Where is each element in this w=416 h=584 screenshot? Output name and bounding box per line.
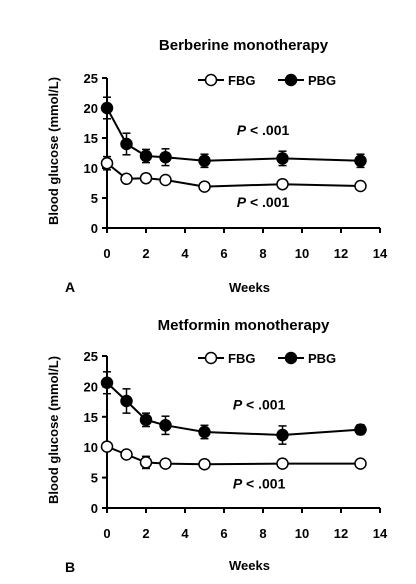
p-symbol: P bbox=[233, 476, 243, 492]
x-tick-label: 0 bbox=[103, 246, 110, 261]
legend-marker bbox=[204, 351, 218, 365]
data-point-pbg bbox=[139, 413, 153, 427]
x-tick-label: 4 bbox=[181, 246, 189, 261]
panel-label: B bbox=[65, 559, 75, 575]
p-threshold: < .001 bbox=[246, 194, 289, 210]
x-tick-label: 8 bbox=[259, 246, 266, 261]
legend-marker bbox=[284, 351, 298, 365]
y-tick-label: 25 bbox=[84, 349, 98, 364]
y-tick-label: 15 bbox=[84, 410, 98, 425]
y-tick-label: 20 bbox=[84, 379, 98, 394]
x-tick-label: 12 bbox=[334, 246, 348, 261]
p-value-annotation: P < .001 bbox=[237, 194, 290, 210]
x-tick-label: 0 bbox=[103, 526, 110, 541]
data-point-fbg bbox=[354, 179, 367, 193]
chart-panel-b: Metformin monotherapy 0 5 10 15 20 25 0 2 4 6 8 10 12… bbox=[46, 317, 388, 575]
data-point-fbg bbox=[120, 448, 133, 461]
x-tick-label: 6 bbox=[220, 526, 227, 541]
data-point-fbg bbox=[120, 172, 133, 186]
y-axis-label: Blood glucose (mmol/L) bbox=[46, 77, 61, 225]
data-point-fbg bbox=[100, 440, 114, 453]
x-axis-label: Weeks bbox=[229, 558, 270, 573]
p-value-annotation: P < .001 bbox=[237, 122, 290, 138]
legend-marker bbox=[284, 73, 298, 87]
y-tick-label: 0 bbox=[91, 501, 98, 516]
data-point-pbg bbox=[354, 154, 367, 168]
data-point-pbg bbox=[276, 152, 289, 165]
x-axis-label: Weeks bbox=[229, 280, 270, 295]
p-symbol: P bbox=[237, 194, 247, 210]
y-tick-label: 15 bbox=[84, 131, 98, 146]
data-point-fbg bbox=[354, 457, 367, 470]
x-tick-label: 2 bbox=[142, 246, 149, 261]
p-value-annotation: P < .001 bbox=[233, 397, 286, 413]
legend-label-fbg: FBG bbox=[228, 73, 255, 88]
x-tick-label: 14 bbox=[373, 246, 388, 261]
legend-label-pbg: PBG bbox=[308, 73, 336, 88]
data-point-pbg bbox=[100, 101, 114, 115]
data-point-pbg bbox=[159, 150, 172, 164]
y-tick-label: 10 bbox=[84, 161, 98, 176]
y-tick-label: 5 bbox=[91, 191, 98, 206]
p-threshold: < .001 bbox=[242, 397, 285, 413]
data-point-fbg bbox=[159, 173, 172, 187]
x-tick-label: 10 bbox=[295, 246, 309, 261]
data-point-pbg bbox=[139, 149, 153, 163]
data-point-fbg bbox=[139, 171, 153, 185]
p-threshold: < .001 bbox=[246, 122, 289, 138]
chart-title: Berberine monotherapy bbox=[159, 37, 329, 54]
legend-label-pbg: PBG bbox=[308, 351, 336, 366]
x-tick-label: 6 bbox=[220, 246, 227, 261]
legend-marker bbox=[204, 73, 218, 87]
data-point-pbg bbox=[276, 428, 289, 442]
data-point-fbg bbox=[159, 457, 172, 470]
chart-title: Metformin monotherapy bbox=[158, 317, 330, 334]
data-point-pbg bbox=[159, 419, 172, 432]
y-tick-label: 25 bbox=[84, 71, 98, 86]
y-tick-label: 10 bbox=[84, 440, 98, 455]
legend-label-fbg: FBG bbox=[228, 351, 255, 366]
y-tick-label: 5 bbox=[91, 471, 98, 486]
p-value-annotation: P < .001 bbox=[233, 476, 286, 492]
data-point-pbg bbox=[100, 376, 114, 390]
data-point-fbg bbox=[100, 156, 114, 170]
data-point-fbg bbox=[139, 456, 153, 469]
data-point-fbg bbox=[198, 457, 211, 471]
x-tick-label: 14 bbox=[373, 526, 388, 541]
y-tick-label: 20 bbox=[84, 101, 98, 116]
data-point-pbg bbox=[120, 394, 133, 408]
data-point-pbg bbox=[120, 137, 133, 151]
y-tick-label: 0 bbox=[91, 221, 98, 236]
data-point-fbg bbox=[276, 177, 289, 191]
data-point-pbg bbox=[198, 425, 211, 439]
x-tick-label: 2 bbox=[142, 526, 149, 541]
data-point-pbg bbox=[198, 154, 211, 168]
panel-label: A bbox=[65, 279, 75, 295]
y-axis-label: Blood glucose (mmol/L) bbox=[46, 356, 61, 504]
data-point-pbg bbox=[354, 423, 367, 436]
data-point-fbg bbox=[198, 180, 211, 193]
chart-panel-a: Berberine monotherapy 0 5 10 15 20 25 0 2 4 6 8 10 12… bbox=[46, 37, 388, 295]
p-threshold: < .001 bbox=[242, 476, 285, 492]
x-tick-label: 4 bbox=[181, 526, 189, 541]
p-symbol: P bbox=[237, 122, 247, 138]
p-symbol: P bbox=[233, 397, 243, 413]
data-point-fbg bbox=[276, 457, 289, 470]
x-tick-label: 10 bbox=[295, 526, 309, 541]
x-tick-label: 8 bbox=[259, 526, 266, 541]
x-tick-label: 12 bbox=[334, 526, 348, 541]
